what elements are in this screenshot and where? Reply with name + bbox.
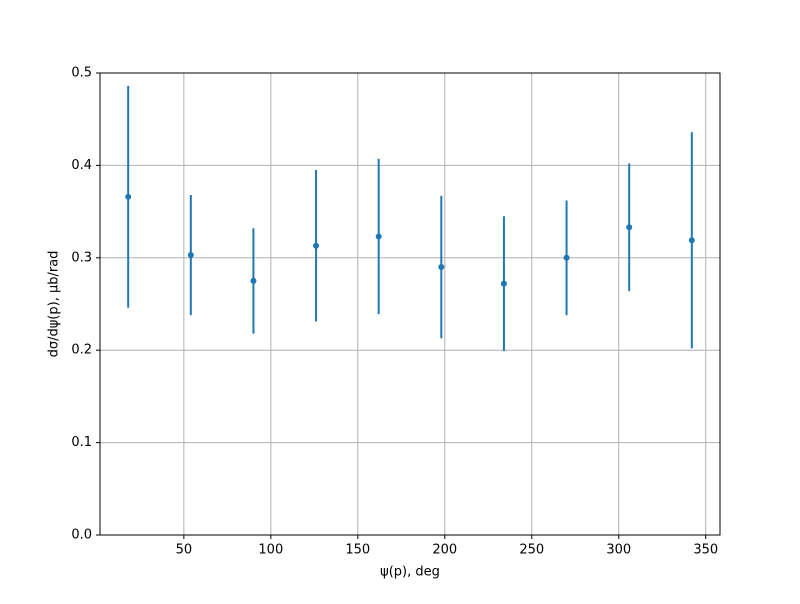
x-tick-label: 250 [519, 543, 544, 558]
data-point [313, 242, 320, 249]
data-point [438, 264, 445, 271]
data-point [500, 280, 507, 287]
x-tick-label: 300 [606, 543, 631, 558]
data-point [187, 252, 194, 259]
data-point [563, 254, 570, 261]
y-tick-label: 0.5 [71, 66, 92, 81]
x-tick-label: 150 [345, 543, 370, 558]
data-point [626, 224, 633, 231]
x-tick-label: 200 [432, 543, 457, 558]
x-tick-label: 100 [258, 543, 283, 558]
data-point [688, 237, 695, 244]
data-point [375, 233, 382, 240]
y-tick-label: 0.1 [71, 435, 92, 450]
data-point [250, 277, 257, 284]
data-point [125, 193, 132, 200]
x-tick-label: 350 [693, 543, 718, 558]
y-tick-label: 0.4 [71, 158, 92, 173]
y-tick-label: 0.3 [71, 250, 92, 265]
plot-frame [99, 72, 721, 536]
x-axis-label: ψ(p), deg [380, 565, 440, 580]
y-tick-label: 0.0 [71, 528, 92, 543]
x-tick-label: 50 [176, 543, 193, 558]
y-axis-label: dσ/dψ(p), μb/rad [47, 251, 62, 358]
y-tick-label: 0.2 [71, 343, 92, 358]
